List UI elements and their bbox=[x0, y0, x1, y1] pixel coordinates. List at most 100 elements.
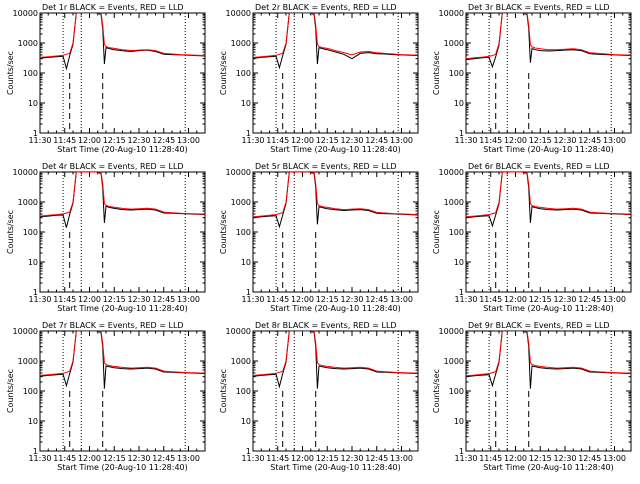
plot-frame bbox=[39, 330, 206, 452]
y-tick-label: 10000 bbox=[226, 168, 251, 177]
x-tick-label: 11:30 bbox=[241, 295, 264, 304]
x-tick-label: 11:30 bbox=[28, 454, 51, 463]
detector-panel-7: Det 7r BLACK = Events, RED = LLD 1 10 100 10… bbox=[6, 321, 206, 472]
x-tick-label: 12:45 bbox=[365, 136, 388, 145]
x-axis-label: Start Time (20-Aug-10 11:28:40) bbox=[270, 145, 401, 154]
y-tick-label: 1000 bbox=[231, 357, 251, 366]
x-tick-label: 12:00 bbox=[504, 454, 527, 463]
x-tick-label: 11:30 bbox=[241, 454, 264, 463]
events-series-line bbox=[466, 13, 631, 69]
x-tick-label: 11:45 bbox=[266, 136, 289, 145]
y-tick-label: 100 bbox=[236, 228, 251, 237]
x-tick-label: 12:30 bbox=[553, 454, 576, 463]
detector-panel-6: Det 6r BLACK = Events, RED = LLD 1 10 100 10… bbox=[432, 162, 632, 313]
y-tick-label: 100 bbox=[23, 387, 38, 396]
y-tick-label: 1000 bbox=[231, 198, 251, 207]
y-tick-label: 10000 bbox=[13, 9, 38, 18]
y-tick-label: 10 bbox=[241, 417, 251, 426]
x-tick-label: 12:00 bbox=[291, 454, 314, 463]
y-tick-label: 1 bbox=[33, 447, 38, 456]
lld-series-line bbox=[40, 13, 205, 58]
x-tick-label: 12:15 bbox=[316, 136, 339, 145]
plot-frame bbox=[252, 171, 419, 293]
y-tick-label: 10000 bbox=[226, 9, 251, 18]
lld-series-line bbox=[466, 13, 631, 60]
x-tick-label: 12:00 bbox=[78, 454, 101, 463]
detector-panel-1: Det 1r BLACK = Events, RED = LLD 1 10 100 10… bbox=[6, 3, 206, 154]
y-tick-label: 1000 bbox=[444, 198, 464, 207]
y-axis-label: Counts/sec bbox=[6, 51, 15, 95]
y-tick-label: 1 bbox=[459, 447, 464, 456]
x-tick-label: 11:45 bbox=[266, 295, 289, 304]
x-axis-label: Start Time (20-Aug-10 11:28:40) bbox=[57, 145, 188, 154]
x-tick-label: 12:15 bbox=[103, 295, 126, 304]
y-tick-label: 1 bbox=[246, 288, 251, 297]
y-tick-label: 1 bbox=[459, 288, 464, 297]
y-tick-label: 1000 bbox=[18, 198, 38, 207]
lld-series-line bbox=[466, 331, 631, 377]
x-tick-label: 13:00 bbox=[177, 295, 200, 304]
x-tick-label: 12:00 bbox=[291, 295, 314, 304]
y-tick-label: 10000 bbox=[439, 9, 464, 18]
y-tick-label: 1000 bbox=[231, 39, 251, 48]
y-axis-label: Counts/sec bbox=[6, 210, 15, 254]
x-tick-label: 12:30 bbox=[127, 295, 150, 304]
panel-title: Det 5r BLACK = Events, RED = LLD bbox=[255, 162, 397, 171]
lld-series-line bbox=[253, 13, 418, 58]
x-axis-label: Start Time (20-Aug-10 11:28:40) bbox=[483, 304, 614, 313]
x-tick-label: 12:00 bbox=[291, 136, 314, 145]
y-tick-label: 10 bbox=[28, 417, 38, 426]
x-tick-label: 12:30 bbox=[340, 454, 363, 463]
x-tick-label: 11:45 bbox=[266, 454, 289, 463]
lld-series-line bbox=[40, 331, 205, 376]
x-tick-label: 12:45 bbox=[365, 295, 388, 304]
x-tick-label: 12:45 bbox=[578, 295, 601, 304]
y-tick-label: 100 bbox=[449, 69, 464, 78]
y-tick-label: 10000 bbox=[13, 327, 38, 336]
y-tick-label: 100 bbox=[449, 387, 464, 396]
x-tick-label: 11:30 bbox=[28, 136, 51, 145]
x-tick-label: 12:15 bbox=[103, 454, 126, 463]
x-tick-label: 12:45 bbox=[152, 136, 175, 145]
x-tick-label: 12:15 bbox=[529, 136, 552, 145]
y-tick-label: 10 bbox=[28, 258, 38, 267]
lld-series-line bbox=[253, 172, 418, 218]
x-tick-label: 13:00 bbox=[390, 136, 413, 145]
events-series-line bbox=[253, 13, 418, 70]
x-tick-label: 13:00 bbox=[603, 454, 626, 463]
events-series-line bbox=[253, 331, 418, 389]
x-tick-label: 12:45 bbox=[578, 454, 601, 463]
y-tick-label: 1000 bbox=[444, 357, 464, 366]
y-tick-label: 10000 bbox=[226, 327, 251, 336]
events-series-line bbox=[466, 172, 631, 228]
lld-series-line bbox=[253, 331, 418, 376]
detector-panel-3: Det 3r BLACK = Events, RED = LLD 1 10 100 10… bbox=[432, 3, 632, 154]
y-tick-label: 1 bbox=[246, 129, 251, 138]
x-tick-label: 11:45 bbox=[53, 136, 76, 145]
x-tick-label: 12:30 bbox=[553, 295, 576, 304]
plot-frame bbox=[465, 171, 632, 293]
y-axis-label: Counts/sec bbox=[219, 210, 228, 254]
x-tick-label: 13:00 bbox=[177, 454, 200, 463]
y-axis-label: Counts/sec bbox=[432, 210, 441, 254]
y-tick-label: 1000 bbox=[18, 39, 38, 48]
plot-frame bbox=[252, 12, 419, 134]
panel-title: Det 8r BLACK = Events, RED = LLD bbox=[255, 321, 397, 330]
x-tick-label: 12:30 bbox=[340, 295, 363, 304]
y-tick-label: 1 bbox=[33, 288, 38, 297]
y-axis-label: Counts/sec bbox=[432, 51, 441, 95]
x-tick-label: 11:30 bbox=[454, 136, 477, 145]
y-tick-label: 100 bbox=[23, 228, 38, 237]
y-tick-label: 1 bbox=[459, 129, 464, 138]
plot-frame bbox=[465, 12, 632, 134]
x-tick-label: 12:30 bbox=[553, 136, 576, 145]
panel-title: Det 4r BLACK = Events, RED = LLD bbox=[42, 162, 184, 171]
x-axis-label: Start Time (20-Aug-10 11:28:40) bbox=[483, 145, 614, 154]
y-axis-label: Counts/sec bbox=[6, 369, 15, 413]
events-series-line bbox=[40, 172, 205, 228]
panel-title: Det 7r BLACK = Events, RED = LLD bbox=[42, 321, 184, 330]
y-tick-label: 10 bbox=[454, 258, 464, 267]
x-tick-label: 11:45 bbox=[479, 454, 502, 463]
